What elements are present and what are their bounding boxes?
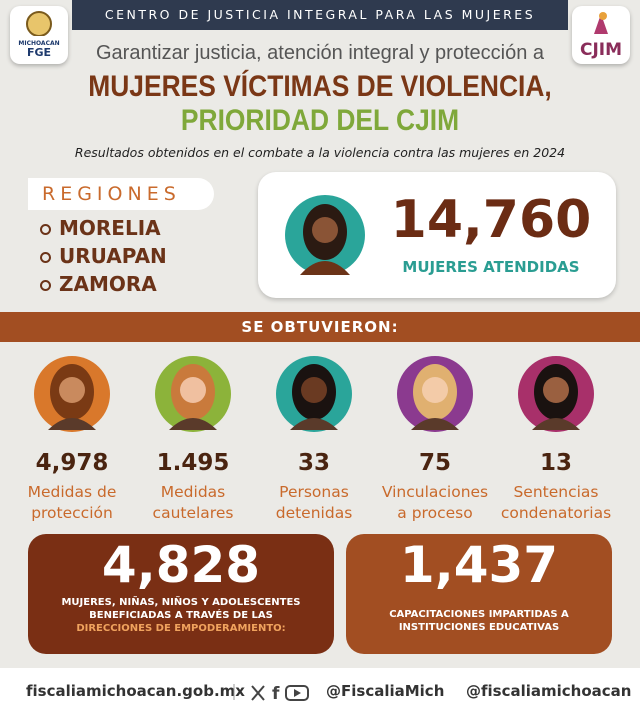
avatar-art <box>276 356 352 432</box>
stat-label: Sentencias <box>513 483 599 501</box>
stat-value: 75 <box>418 450 451 476</box>
logo-text: FGE <box>26 46 52 59</box>
stat-label: protección <box>31 504 113 522</box>
highlight-card: 14,760 MUJERES ATENDIDAS <box>258 172 616 298</box>
region: ZAMORA <box>40 272 157 296</box>
section-band: SE OBTUVIERON: <box>0 312 640 342</box>
svg-text:f: f <box>272 684 280 704</box>
box-label: BENEFICIADAS A TRAVÉS DE LAS <box>89 610 273 621</box>
region: MORELIA <box>40 216 161 240</box>
region: URUAPAN <box>40 244 167 268</box>
subtitle: Resultados obtenidos en el combate a la … <box>74 145 566 160</box>
avatar <box>285 195 365 275</box>
cjim-logo: CJIM <box>572 6 630 64</box>
banner: CENTRO DE JUSTICIA INTEGRAL PARA LAS MUJ… <box>72 0 568 30</box>
avatar-art <box>155 356 231 432</box>
box-value: 1,437 <box>399 536 559 594</box>
avatar <box>153 354 233 434</box>
title-line: Garantizar justicia, atención integral y… <box>95 42 544 64</box>
stat-value: 1.495 <box>156 450 230 476</box>
stat-label: a proceso <box>397 504 473 522</box>
stat-value: 4,978 <box>35 450 109 476</box>
stat-label: Medidas de <box>27 483 117 501</box>
stat-label: Medidas <box>160 483 226 501</box>
avatar <box>32 354 112 434</box>
stat-label: condenatorias <box>500 504 612 522</box>
handle: @fiscaliamichoacan <box>466 682 632 700</box>
avatar <box>395 354 475 434</box>
avatar <box>516 354 596 434</box>
regions-title: REGIONES <box>28 178 214 210</box>
box-value: 4,828 <box>101 536 261 594</box>
stat-label: detenidas <box>275 504 353 522</box>
title-line: MUJERES VÍCTIMAS DE VIOLENCIA, <box>88 70 552 103</box>
logo-text: CJIM <box>579 40 623 60</box>
handle: @FiscaliaMich <box>326 682 445 700</box>
website: fiscaliamichoacan.gob.mx <box>26 682 245 700</box>
stat-value: 33 <box>297 450 330 476</box>
stat-label: Personas <box>279 483 349 501</box>
title-line: PRIORIDAD DEL CJIM <box>180 104 460 137</box>
highlight-label: MUJERES ATENDIDAS <box>402 258 580 276</box>
avatar-art <box>397 356 473 432</box>
fge-logo: MICHOACAN FGE <box>10 6 68 64</box>
avatar-art <box>518 356 594 432</box>
box-label: DIRECCIONES DE EMPODERAMIENTO: <box>76 623 286 634</box>
avatar <box>274 354 354 434</box>
stat-box: 4,828 MUJERES, NIÑAS, NIÑOS Y ADOLESCENT… <box>28 534 334 654</box>
seal <box>26 11 52 37</box>
avatar-art <box>34 356 110 432</box>
stat-value: 13 <box>539 450 572 476</box>
cjim-icon <box>594 12 608 34</box>
box-label: CAPACITACIONES IMPARTIDAS A <box>389 609 569 620</box>
footer: fiscaliamichoacan.gob.mx f @FiscaliaMich… <box>0 668 640 716</box>
stat-label: cautelares <box>152 504 234 522</box>
box-label: MUJERES, NIÑAS, NIÑOS Y ADOLESCENTES <box>61 597 301 608</box>
highlight-value: 14,760 <box>390 190 592 250</box>
stat-label: Vinculaciones <box>381 483 489 501</box>
social-icons: f <box>233 684 309 704</box>
stat-box: 1,437 CAPACITACIONES IMPARTIDAS A INSTIT… <box>346 534 612 654</box>
box-label: INSTITUCIONES EDUCATIVAS <box>398 622 560 633</box>
logo-text: MICHOACAN <box>18 40 60 47</box>
